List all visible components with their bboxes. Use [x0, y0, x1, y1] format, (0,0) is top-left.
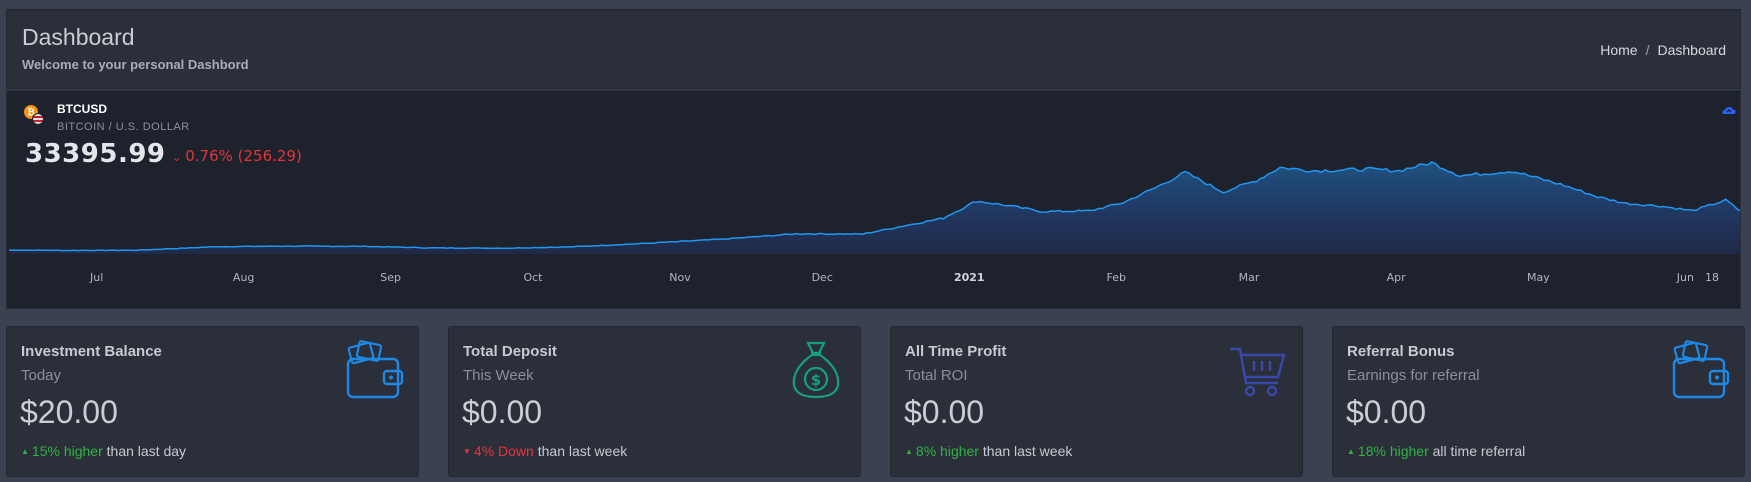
page-title: Dashboard: [22, 24, 135, 50]
trend-suffix: than last week: [978, 443, 1073, 459]
btc-chart-widget[interactable]: ₿ BTCUSD BITCOIN / U.S. DOLLAR 33395.99 …: [6, 90, 1741, 309]
price-change-value: 0.76% (256.29): [185, 147, 302, 165]
caret-up-icon: ▲: [1347, 447, 1355, 456]
x-tick-label: Sep: [380, 271, 402, 284]
trend-suffix: than last day: [102, 443, 187, 459]
caret-up-icon: ▲: [21, 447, 29, 456]
price-area: [9, 162, 1740, 254]
x-tick-label: Jul: [90, 271, 104, 284]
x-tick-label: Aug: [232, 271, 255, 284]
x-tick-label: Oct: [523, 271, 543, 284]
price-change: ⌄ 0.76% (256.29): [172, 147, 302, 165]
symbol-name[interactable]: BTCUSD: [57, 102, 107, 116]
card-trend: ▼ 4% Down than last week: [463, 443, 627, 459]
chevron-down-icon: ⌄: [172, 151, 182, 164]
x-tick-label: Mar: [1238, 271, 1260, 284]
card-title: Total Deposit: [463, 343, 557, 360]
card-subtitle: Today: [21, 367, 62, 384]
card-trend: ▲ 15% higher than last day: [21, 443, 186, 459]
trend-suffix: than last week: [533, 443, 628, 459]
cloud-icon[interactable]: [1720, 102, 1738, 120]
breadcrumb-home-link[interactable]: Home: [1600, 42, 1638, 58]
trend-value: 4% Down: [473, 443, 534, 459]
card-value: $0.00: [904, 394, 985, 430]
card-trend: ▲ 8% higher than last week: [905, 443, 1072, 459]
symbol-description: BITCOIN / U.S. DOLLAR: [57, 121, 190, 133]
x-tick-label: 18: [1705, 271, 1719, 284]
page-header: Dashboard Welcome to your personal Dashb…: [6, 9, 1741, 89]
card-title: Referral Bonus: [1347, 343, 1455, 360]
us-flag-icon: [32, 113, 44, 125]
card-subtitle: Earnings for referral: [1347, 367, 1480, 384]
x-tick-label: Dec: [811, 271, 833, 284]
x-tick-label: Feb: [1106, 271, 1127, 284]
trend-indicator: ▼ 4% Down: [463, 443, 534, 459]
trend-value: 15% higher: [31, 443, 103, 459]
breadcrumb-separator: /: [1645, 42, 1650, 58]
x-tick-label: Apr: [1386, 271, 1406, 284]
stat-card: Total Deposit This Week $0.00 ▼ 4% Down than…: [448, 326, 861, 477]
symbol-icons: ₿: [24, 105, 44, 127]
card-subtitle: This Week: [463, 367, 534, 384]
breadcrumb-current: Dashboard: [1657, 42, 1727, 58]
x-tick-label: 2021: [953, 271, 985, 284]
price-chart[interactable]: [7, 91, 1742, 310]
x-tick-label: May: [1526, 271, 1550, 284]
trend-suffix: all time referral: [1428, 443, 1526, 459]
card-subtitle: Total ROI: [905, 367, 968, 384]
card-title: All Time Profit: [905, 343, 1007, 360]
wallet-icon: [346, 340, 404, 399]
card-value: $0.00: [1346, 394, 1427, 430]
price-line: [9, 161, 1741, 252]
card-value: $0.00: [462, 394, 543, 430]
trend-indicator: ▲ 8% higher: [905, 443, 979, 459]
card-title: Investment Balance: [21, 343, 162, 360]
stat-card: Referral Bonus Earnings for referral $0.00…: [1332, 326, 1745, 477]
last-price: 33395.99: [25, 139, 166, 169]
stat-card: Investment Balance Today $20.00 ▲ 15% higher…: [6, 326, 419, 477]
x-tick-label: Jun: [1676, 271, 1694, 284]
trend-value: 18% higher: [1357, 443, 1429, 459]
caret-down-icon: ▼: [463, 447, 471, 456]
page-subtitle: Welcome to your personal Dashbord: [22, 57, 249, 72]
money-bag-icon: $: [792, 341, 840, 399]
svg-text:$: $: [811, 371, 821, 389]
breadcrumb: Home / Dashboard: [1600, 42, 1726, 58]
trend-indicator: ▲ 18% higher: [1347, 443, 1429, 459]
stat-card: All Time Profit Total ROI $0.00 ▲ 8% higher …: [890, 326, 1303, 477]
wallet-icon: [1672, 340, 1730, 399]
card-trend: ▲ 18% higher all time referral: [1347, 443, 1525, 459]
caret-up-icon: ▲: [905, 447, 913, 456]
trend-value: 8% higher: [915, 443, 979, 459]
x-tick-label: Nov: [669, 271, 691, 284]
shopping-cart-icon: [1230, 347, 1286, 397]
card-value: $20.00: [20, 394, 118, 430]
trend-indicator: ▲ 15% higher: [21, 443, 103, 459]
